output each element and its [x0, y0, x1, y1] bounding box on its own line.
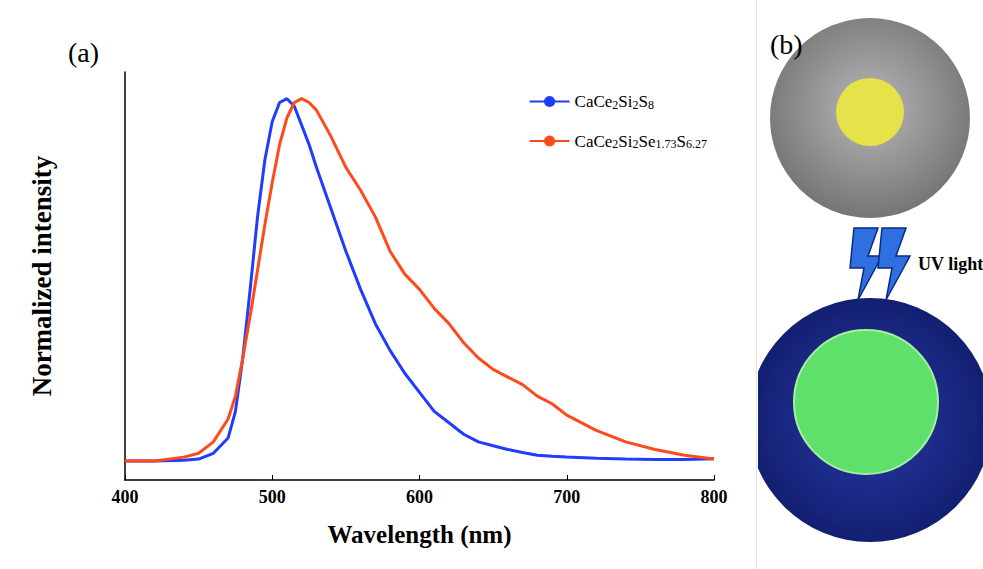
svg-text:S: S — [677, 132, 686, 151]
svg-text:8: 8 — [648, 98, 654, 112]
svg-text:CaCe: CaCe — [575, 132, 613, 151]
svg-text:2: 2 — [632, 137, 639, 151]
svg-text:500: 500 — [259, 487, 286, 507]
svg-text:600: 600 — [406, 487, 433, 507]
svg-text:CaCe: CaCe — [575, 92, 613, 111]
svg-text:800: 800 — [701, 487, 728, 507]
svg-text:S: S — [639, 92, 648, 111]
svg-text:2: 2 — [632, 97, 639, 112]
svg-text:(a): (a) — [68, 37, 99, 68]
svg-text:Si: Si — [618, 132, 632, 151]
svg-text:1.73: 1.73 — [656, 137, 677, 151]
svg-text:Si: Si — [618, 92, 632, 111]
svg-text:UV light: UV light — [918, 254, 983, 274]
svg-text:400: 400 — [112, 487, 139, 507]
svg-text:Se: Se — [639, 132, 656, 151]
svg-text:700: 700 — [553, 487, 580, 507]
svg-text:2: 2 — [612, 97, 619, 112]
svg-text:2: 2 — [612, 137, 619, 151]
svg-text:Wavelength (nm): Wavelength (nm) — [327, 521, 511, 549]
svg-text:Normalized intensity: Normalized intensity — [27, 155, 57, 396]
svg-text:6.27: 6.27 — [686, 137, 707, 151]
svg-text:(b): (b) — [770, 29, 803, 60]
